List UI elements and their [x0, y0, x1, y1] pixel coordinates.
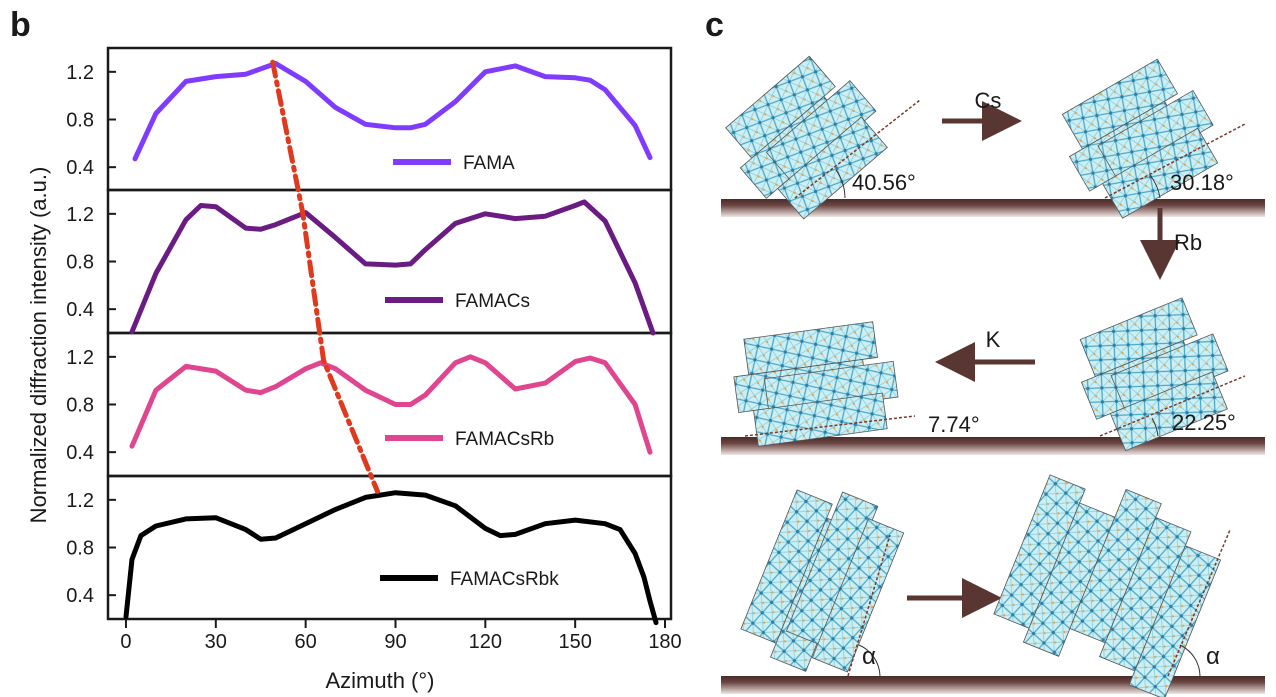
series-line-fama [132, 61, 653, 162]
y-tick-label: 0.4 [66, 157, 94, 179]
legend-layer: FAMA FAMACs FAMACsRb FAMACsRbk [380, 153, 559, 590]
arrow-rb-label: Rb [1174, 230, 1202, 255]
panel-b-label: b [10, 6, 31, 44]
legend-label-fama: FAMA [463, 153, 515, 174]
panel-c-label: c [705, 6, 724, 44]
x-tick-label: 90 [384, 631, 406, 653]
x-axis-title: Azimuth (°) [325, 668, 434, 693]
crystal-stack-k [733, 321, 899, 447]
crystal-stack-cs [1061, 58, 1219, 219]
y-tick-label: 0.8 [66, 538, 94, 560]
angle-fama: 40.56° [852, 170, 916, 195]
y-tick-label: 0.4 [66, 585, 94, 607]
trend-line-peak-shift [270, 59, 380, 494]
subplot-frame-fama [106, 46, 673, 192]
arrow-cs-label: Cs [975, 88, 1002, 113]
x-tick-label: 0 [120, 631, 131, 653]
series-line-famacsrb [129, 354, 653, 455]
y-tick-label: 1.2 [66, 347, 94, 369]
x-tick-label: 30 [205, 631, 227, 653]
angle-alpha-right: α [1206, 643, 1220, 670]
crystal-stack-alpha-left [740, 489, 905, 673]
y-tick-label: 1.2 [66, 204, 94, 226]
x-tick-label: 150 [558, 631, 591, 653]
y-tick-label: 0.4 [66, 442, 94, 464]
crystal-stack-rb [1079, 297, 1229, 452]
x-tick-label: 180 [648, 631, 681, 653]
angle-rb: 22.25° [1172, 410, 1236, 435]
x-tick-label: 60 [295, 631, 317, 653]
angle-k: 7.74° [928, 412, 980, 437]
angle-cs: 30.18° [1170, 170, 1234, 195]
trend-layer [270, 59, 380, 494]
legend-label-famacs: FAMACs [455, 291, 530, 312]
series-line-famacs [129, 199, 656, 336]
y-tick-label: 0.8 [66, 395, 94, 417]
angle-alpha-left: α [862, 643, 876, 670]
series-line-famacsrbk [123, 490, 659, 626]
arrow-k-label: K [986, 327, 1001, 352]
x-tick-label: 120 [469, 631, 502, 653]
crystal-stack-fama [725, 55, 888, 220]
plot-frames [106, 46, 673, 621]
y-tick-label: 0.4 [66, 299, 94, 321]
y-tick-label: 1.2 [66, 490, 94, 512]
series-layer [123, 61, 659, 626]
subplot-frame-famacsrb [106, 331, 673, 478]
crystal-stack-alpha-right [993, 474, 1222, 697]
axes-ticks: 0.4 0.8 1.2 0.4 0.8 1.2 0.4 0.8 1.2 0.4 0.8 1.2 0 30 6… [66, 62, 682, 653]
y-tick-label: 0.8 [66, 252, 94, 274]
y-axis-title: Normalized diffraction intensity (a.u.) [26, 167, 51, 524]
legend-label-famacsrbk: FAMACsRbk [450, 569, 559, 590]
y-tick-label: 0.8 [66, 110, 94, 132]
legend-label-famacsrb: FAMACsRb [455, 429, 554, 450]
substrate-3 [721, 676, 1265, 694]
subplot-frame-famacsrbk [106, 474, 673, 621]
y-tick-label: 1.2 [66, 62, 94, 84]
